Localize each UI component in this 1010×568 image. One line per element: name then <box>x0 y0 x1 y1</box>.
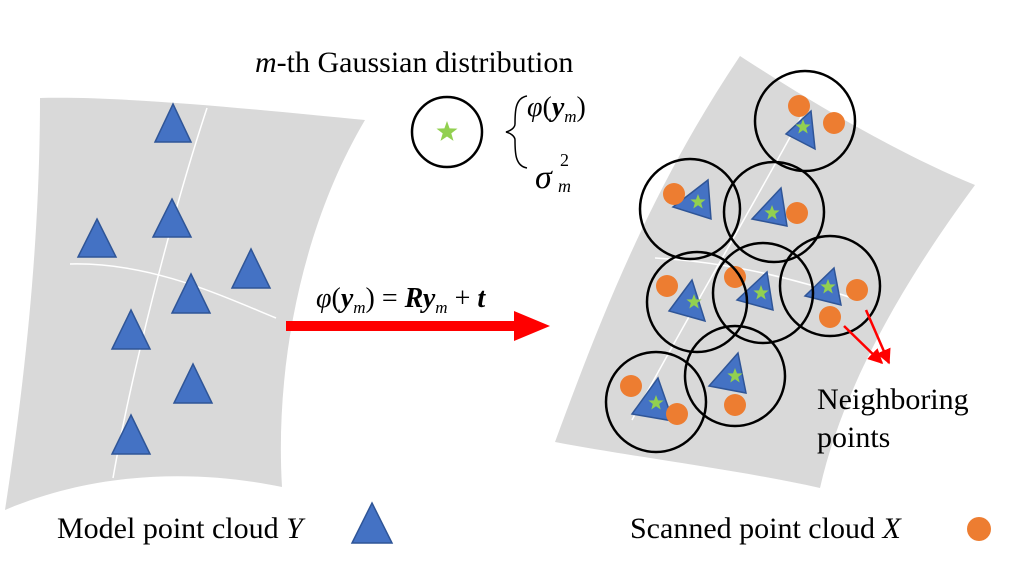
sigma-superscript: 2 <box>560 150 569 170</box>
star-icon <box>436 121 458 141</box>
star-icon <box>690 194 706 209</box>
model-triangle <box>151 197 193 238</box>
scanned-triangle <box>630 376 675 422</box>
scanned-point <box>819 306 841 328</box>
model-surface-seam <box>69 263 277 319</box>
scanned-point <box>724 266 746 288</box>
transform-equation: φ(ym) = Rym + t <box>316 283 486 317</box>
scanned-legend-point <box>967 517 991 541</box>
model-caption: Model point cloud Y <box>57 512 306 545</box>
transform-arrow-head <box>514 311 550 341</box>
star-icon <box>820 279 836 294</box>
model-triangle <box>153 102 193 143</box>
scanned-point <box>666 403 688 425</box>
neighbor-arrow <box>864 309 891 365</box>
gaussian-circle <box>645 250 749 354</box>
scanned-point <box>846 279 868 301</box>
scanned-points <box>620 95 868 425</box>
model-legend-triangle <box>350 501 394 544</box>
gaussian-circle <box>722 160 826 264</box>
gaussian-circle <box>410 95 484 169</box>
sigma-subscript: m <box>558 176 571 196</box>
gaussian-circle <box>604 350 708 454</box>
scanned-point <box>823 112 845 134</box>
gaussian-circles <box>604 69 882 454</box>
scanned-point <box>724 394 746 416</box>
scanned-point <box>656 275 678 297</box>
model-triangles <box>76 102 272 455</box>
neighboring-label-line2: points <box>817 421 890 454</box>
scanned-triangle <box>750 186 788 227</box>
star-icon <box>648 395 664 410</box>
star-icon <box>795 119 811 134</box>
star-icon <box>753 285 769 300</box>
scanned-point <box>663 183 685 205</box>
model-triangle <box>172 362 214 404</box>
brace-icon <box>505 95 528 169</box>
scanned-surface-seam <box>631 109 806 421</box>
gaussian-circle <box>753 69 857 173</box>
sigma-label: σ <box>535 159 553 196</box>
scanned-point <box>620 375 642 397</box>
model-triangle <box>110 308 152 350</box>
neighboring-label-line1: Neighboring <box>817 383 969 416</box>
gaussian-title: m-th Gaussian distribution <box>255 46 573 79</box>
scanned-point <box>788 95 810 117</box>
scanned-surface <box>555 56 975 488</box>
model-triangle <box>230 247 272 289</box>
scanned-point <box>786 202 808 224</box>
transform-arrow-shaft <box>286 321 516 331</box>
gaussian-circle <box>778 234 882 338</box>
gaussian-circle <box>711 241 815 345</box>
model-triangle <box>76 217 118 258</box>
model-triangle <box>170 272 212 314</box>
gaussian-circle <box>683 324 787 428</box>
phi-ym-label: φ(ym) <box>527 92 586 126</box>
neighbor-arrow <box>843 325 884 365</box>
star-icon <box>764 205 780 220</box>
star-icon <box>727 368 743 383</box>
scanned-caption: Scanned point cloud X <box>630 512 902 545</box>
centroid-stars <box>648 119 836 410</box>
scanned-triangle <box>707 351 747 394</box>
star-icon <box>686 294 702 309</box>
gaussian-circle <box>638 157 742 261</box>
model-triangle <box>110 413 152 455</box>
